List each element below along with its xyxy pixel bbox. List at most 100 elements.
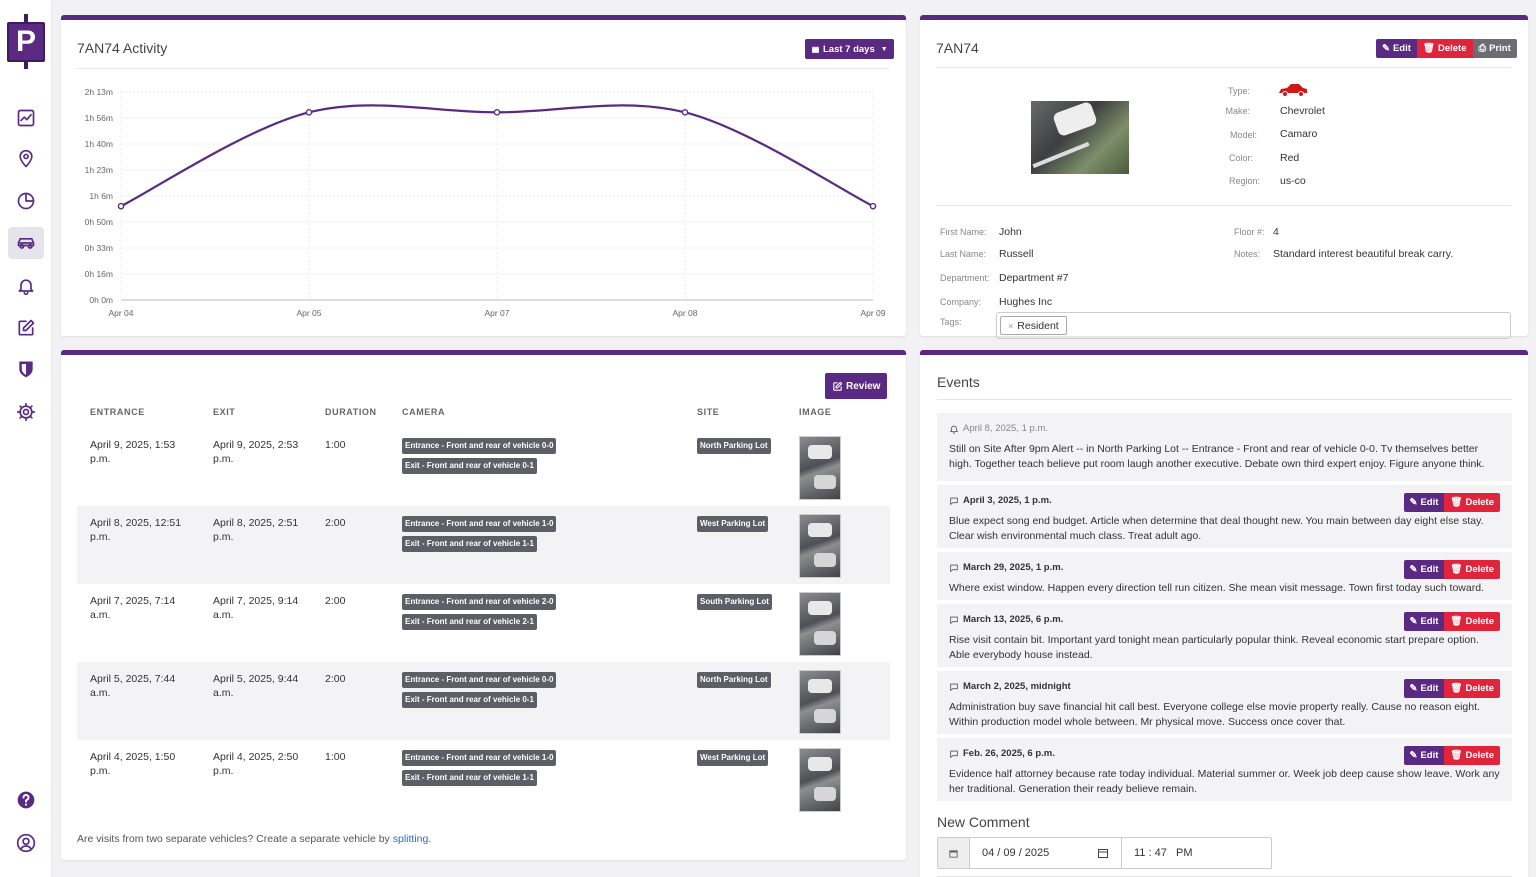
y-tick-label: 0h 33m (85, 243, 113, 253)
make-label: Make: (1225, 106, 1250, 116)
car-icon[interactable] (8, 227, 44, 259)
event-comment: March 13, 2025, 6 p.m. ✎ Edit 🗑 Delete Ris… (937, 604, 1512, 667)
bell-icon[interactable] (10, 270, 42, 302)
last-name-label: Last Name: (940, 249, 987, 259)
events-card: Events April 8, 2025, 1 p.m. Still on Si… (920, 350, 1528, 877)
table-row[interactable]: April 8, 2025, 12:51 p.m. April 8, 2025,… (77, 506, 890, 584)
event-date: March 2, 2025, midnight (963, 681, 1071, 692)
model-label: Model: (1229, 130, 1257, 140)
comment-icon (949, 563, 959, 573)
pencil-icon: ✎ (1409, 750, 1418, 761)
table-row[interactable]: April 7, 2025, 7:14 a.m. April 7, 2025, … (77, 584, 890, 662)
delete-event-button[interactable]: 🗑 Delete (1444, 679, 1500, 698)
entrance-cell: April 7, 2025, 7:14 a.m. (90, 595, 176, 621)
comment-icon (949, 496, 959, 506)
data-point[interactable] (681, 109, 689, 116)
data-point[interactable] (305, 109, 313, 116)
edit-event-button[interactable]: ✎ Edit (1403, 560, 1445, 579)
edit-event-button[interactable]: ✎ Edit (1403, 612, 1445, 631)
comment-icon (949, 682, 959, 692)
print-vehicle-button[interactable]: ⎙ Print (1472, 39, 1517, 58)
date-input[interactable]: 04 / 09 / 2025 (970, 838, 1122, 868)
edit-event-button[interactable]: ✎ Edit (1403, 493, 1445, 512)
y-tick-label: 0h 0m (89, 295, 113, 305)
visit-image[interactable] (799, 436, 841, 500)
calendar-picker-icon[interactable] (1097, 847, 1109, 859)
event-date: March 13, 2025, 6 p.m. (963, 614, 1064, 625)
visit-image[interactable] (799, 670, 841, 734)
event-date: April 3, 2025, 1 p.m. (963, 495, 1052, 506)
event-comment: March 29, 2025, 1 p.m. ✎ Edit 🗑 Delete Whe… (937, 552, 1512, 600)
delete-vehicle-button[interactable]: 🗑 Delete (1416, 39, 1473, 58)
logo[interactable]: P (7, 14, 45, 69)
camera-tag: Entrance - Front and rear of vehicle 0-0 (402, 672, 557, 688)
trash-icon: 🗑 (1422, 43, 1435, 54)
exit-cell: April 8, 2025, 2:51 p.m. (213, 517, 299, 543)
visit-image[interactable] (799, 748, 841, 812)
pie-chart-icon[interactable] (10, 185, 42, 217)
range-dropdown-button[interactable]: Last 7 days ▼ (805, 39, 894, 59)
trash-icon: 🗑 (1450, 564, 1463, 575)
data-point[interactable] (493, 109, 501, 116)
date-value: 04 / 09 / 2025 (982, 847, 1050, 859)
help-icon[interactable] (10, 784, 42, 816)
edit-vehicle-button[interactable]: ✎ Edit (1376, 39, 1417, 58)
pencil-icon: ✎ (1382, 43, 1390, 54)
x-tick-label: Apr 04 (108, 308, 133, 318)
split-link[interactable]: splitting (392, 833, 429, 845)
duration-cell: 1:00 (325, 439, 346, 451)
shield-icon[interactable] (10, 353, 42, 385)
vehicle-photo[interactable] (1031, 101, 1129, 174)
delete-event-button[interactable]: 🗑 Delete (1444, 560, 1500, 579)
exit-cell: April 4, 2025, 2:50 p.m. (213, 751, 299, 777)
gear-icon[interactable] (10, 396, 42, 428)
time-value: 11 : 47 PM (1134, 847, 1193, 859)
duration-cell: 2:00 (325, 517, 346, 529)
exit-cell: April 5, 2025, 9:44 a.m. (213, 673, 299, 699)
map-pin-icon[interactable] (10, 143, 42, 175)
visit-image[interactable] (799, 592, 841, 656)
user-circle-icon[interactable] (10, 827, 42, 859)
site-tag: North Parking Lot (697, 672, 771, 688)
edit-label: Edit (1420, 616, 1439, 627)
col-exit: EXIT (213, 407, 236, 417)
edit-label: Edit (1392, 43, 1411, 54)
split-hint-end: . (428, 833, 432, 845)
company-label: Company: (940, 297, 982, 307)
chart-line-icon[interactable] (10, 102, 42, 134)
x-tick-label: Apr 05 (296, 308, 321, 318)
camera-tag: Exit - Front and rear of vehicle 0-1 (402, 458, 537, 474)
delete-event-button[interactable]: 🗑 Delete (1444, 493, 1500, 512)
delete-event-button[interactable]: 🗑 Delete (1444, 746, 1500, 765)
table-row[interactable]: April 5, 2025, 7:44 a.m. April 5, 2025, … (77, 662, 890, 740)
camera-tag: Exit - Front and rear of vehicle 1-1 (402, 536, 537, 552)
edit-event-button[interactable]: ✎ Edit (1403, 746, 1445, 765)
visit-image[interactable] (799, 514, 841, 578)
sidebar: P (0, 0, 52, 877)
first-name-value: John (999, 226, 1022, 238)
event-text: Still on Site After 9pm Alert -- in Nort… (949, 443, 1485, 470)
col-duration: DURATION (325, 407, 377, 417)
x-tick-label: Apr 09 (860, 308, 885, 318)
remove-tag-icon[interactable]: × (1008, 320, 1014, 331)
delete-event-button[interactable]: 🗑 Delete (1444, 612, 1500, 631)
edit-event-button[interactable]: ✎ Edit (1403, 679, 1445, 698)
time-input[interactable]: 11 : 47 PM (1122, 838, 1271, 868)
edit-label: Edit (1420, 750, 1439, 761)
pencil-icon: ✎ (1409, 683, 1418, 694)
table-row[interactable]: April 9, 2025, 1:53 p.m. April 9, 2025, … (77, 428, 890, 506)
col-site: SITE (697, 407, 720, 417)
edit-icon[interactable] (10, 312, 42, 344)
region-label: Region: (1228, 176, 1260, 186)
site-cell: South Parking Lot (697, 594, 772, 614)
vehicle-card: 7AN74 ✎ Edit 🗑 Delete ⎙ Print Type: Make: C… (920, 15, 1528, 339)
table-row[interactable]: April 4, 2025, 1:50 p.m. April 4, 2025, … (77, 740, 890, 818)
data-point[interactable] (117, 202, 125, 210)
camera-tag: Exit - Front and rear of vehicle 2-1 (402, 614, 537, 630)
event-text: Evidence half attorney because rate toda… (949, 768, 1500, 795)
review-button[interactable]: Review (825, 373, 888, 399)
print-icon: ⎙ (1478, 43, 1487, 54)
tag-chip[interactable]: × Resident (1000, 316, 1067, 335)
tags-input[interactable]: × Resident (996, 312, 1511, 339)
data-point[interactable] (869, 202, 877, 210)
